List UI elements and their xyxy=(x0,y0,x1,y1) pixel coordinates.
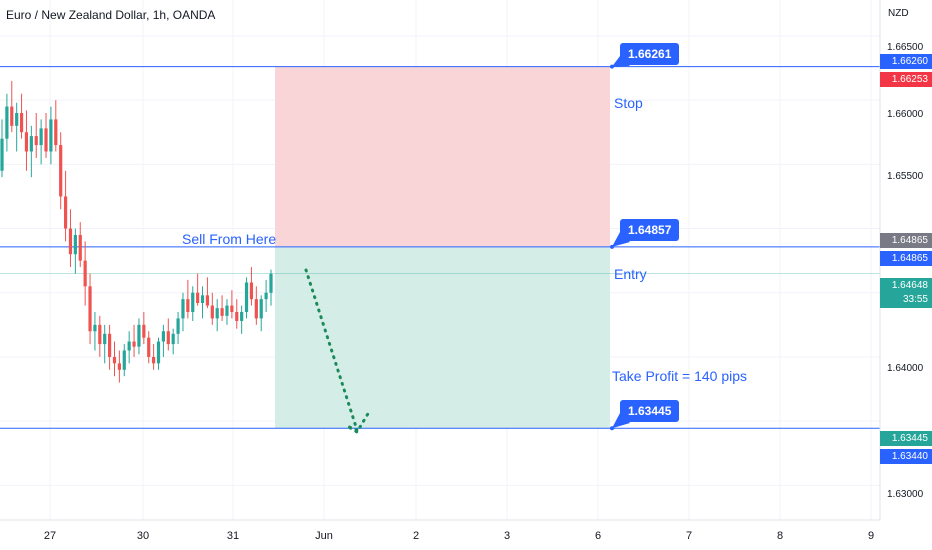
callout-anchor xyxy=(610,244,614,249)
entry-label[interactable]: Entry xyxy=(614,266,647,282)
current-price-value: 1.64648 xyxy=(891,280,928,291)
candle-body xyxy=(103,333,107,345)
candle-body xyxy=(191,292,195,312)
candle-body xyxy=(29,136,33,152)
candle-body xyxy=(112,356,117,364)
x-tick-2: 2 xyxy=(412,530,420,542)
candle-body xyxy=(93,324,97,332)
candle-body xyxy=(205,295,210,306)
candle-body xyxy=(254,299,258,319)
candle-body xyxy=(210,305,214,319)
callout-anchor xyxy=(610,426,614,431)
stop-price-callout[interactable]: 1.66261 xyxy=(620,43,680,65)
tp-line-price-badge: 1.63440 xyxy=(880,449,932,464)
candle-body xyxy=(10,106,14,126)
x-tick-jun: Jun xyxy=(315,530,333,542)
entry-line-price-badge: 1.64865 xyxy=(880,251,932,266)
candle-body xyxy=(171,333,175,345)
dotted-arrow-path[interactable] xyxy=(304,268,371,435)
candle-body xyxy=(166,331,170,345)
y-tick-4: 1.64000 xyxy=(887,363,924,374)
tp-price-callout[interactable]: 1.63445 xyxy=(620,400,680,422)
candle-body xyxy=(78,234,82,261)
x-tick-31: 31 xyxy=(226,530,240,542)
candle-body xyxy=(88,286,92,332)
candle-body xyxy=(156,341,161,364)
callout-anchor xyxy=(610,64,614,69)
y-tick-3: 1.65500 xyxy=(887,171,924,182)
candle-body xyxy=(127,341,131,351)
candle-body xyxy=(240,312,244,321)
candle-body xyxy=(34,136,38,146)
stop-line-price-badge: 1.66260 xyxy=(880,54,932,69)
take-profit-label[interactable]: Take Profit = 140 pips xyxy=(612,368,748,384)
stop-red-price-badge: 1.66253 xyxy=(880,72,932,87)
candle-body xyxy=(161,331,165,342)
current-price-badge: 1.64648 33:55 xyxy=(880,278,932,308)
candle-body xyxy=(249,282,254,300)
chart-title: Euro / New Zealand Dollar, 1h, OANDA xyxy=(6,8,216,22)
candle-body xyxy=(142,324,146,338)
candle-body xyxy=(44,128,48,152)
x-tick-30: 30 xyxy=(136,530,150,542)
x-tick-27: 27 xyxy=(43,530,57,542)
x-tick-8: 8 xyxy=(776,530,784,542)
countdown-timer: 33:55 xyxy=(902,294,928,305)
candle-body xyxy=(259,299,263,319)
candle-body xyxy=(152,356,156,364)
candle-body xyxy=(24,132,29,152)
candle-body xyxy=(215,308,219,319)
sell-from-here-label[interactable]: Sell From Here xyxy=(182,231,277,247)
candle-body xyxy=(220,308,224,316)
candle-body xyxy=(98,324,102,345)
candle-body xyxy=(181,299,185,319)
candle-body xyxy=(196,292,200,304)
candle-body xyxy=(15,112,19,126)
candle-body xyxy=(225,305,229,316)
candle-body xyxy=(39,128,43,146)
candle-body xyxy=(264,292,268,300)
stop-label[interactable]: Stop xyxy=(614,95,643,111)
x-tick-7: 7 xyxy=(685,530,693,542)
candles-group xyxy=(0,80,273,383)
entry-price-callout[interactable]: 1.64857 xyxy=(620,219,680,241)
candle-body xyxy=(49,119,53,152)
candle-body xyxy=(186,299,190,312)
take-profit-zone[interactable] xyxy=(275,246,610,429)
candle-body xyxy=(83,260,87,287)
stop-loss-zone[interactable] xyxy=(275,66,610,247)
y-tick-1: 1.66500 xyxy=(887,42,924,53)
x-tick-6: 6 xyxy=(594,530,602,542)
candle-body xyxy=(68,228,73,255)
y-tick-2: 1.66000 xyxy=(887,109,924,120)
candle-body xyxy=(200,295,205,304)
candle-body xyxy=(73,234,77,255)
y-tick-5: 1.63000 xyxy=(887,489,924,500)
candle-body xyxy=(5,106,9,139)
candle-body xyxy=(147,337,151,357)
currency-label: NZD xyxy=(888,8,909,19)
candle-body xyxy=(176,318,180,334)
candle-body xyxy=(54,119,58,146)
candle-body xyxy=(0,138,4,171)
entry-gray-price-badge: 1.64865 xyxy=(880,233,932,248)
candle-body xyxy=(117,363,121,370)
candle-body xyxy=(59,145,63,197)
x-tick-3: 3 xyxy=(503,530,511,542)
candle-body xyxy=(108,333,112,357)
candle-body xyxy=(269,273,273,293)
candle-body xyxy=(244,282,249,312)
candle-body xyxy=(122,350,126,370)
candle-body xyxy=(132,341,136,347)
tp-green-price-badge: 1.63445 xyxy=(880,431,932,446)
candle-body xyxy=(230,305,234,312)
candle-body xyxy=(137,324,141,347)
x-tick-9: 9 xyxy=(867,530,875,542)
candle-body xyxy=(63,196,68,229)
candle-body xyxy=(235,312,239,321)
candle-body xyxy=(19,112,24,133)
